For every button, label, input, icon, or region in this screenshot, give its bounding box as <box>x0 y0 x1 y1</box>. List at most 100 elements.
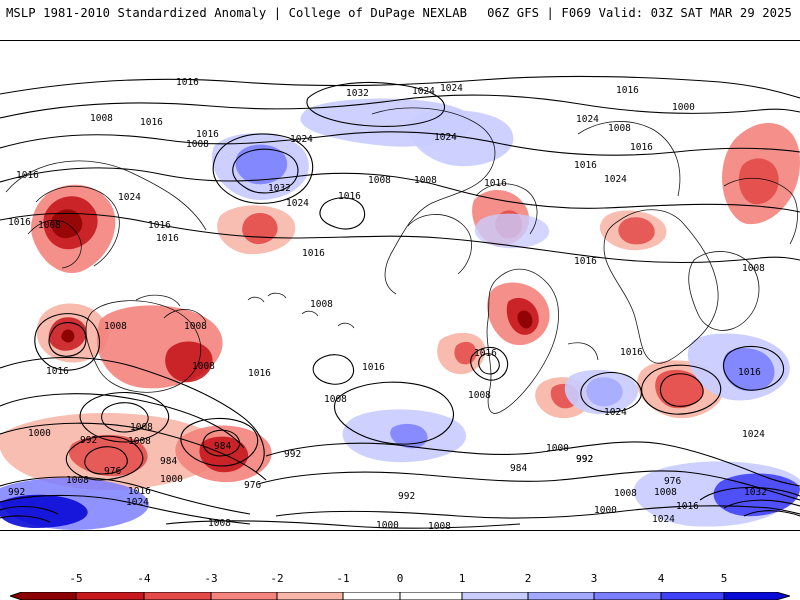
isobar <box>180 417 259 467</box>
coastline <box>723 177 798 245</box>
contour-label: 1024 <box>604 174 627 185</box>
isobar <box>34 313 100 371</box>
legend-label: -1 <box>336 572 350 585</box>
contour-label: 1008 <box>192 361 215 372</box>
legend-label: 1 <box>458 572 466 585</box>
contour-label: 1024 <box>290 134 313 145</box>
anomaly-fill <box>517 310 533 329</box>
contour-label: 1008 <box>66 475 89 486</box>
coastline <box>301 310 319 317</box>
contour-label: 1016 <box>338 191 361 202</box>
map-panel: 1016 1032 1024 1016 1008 1016 1016 1008 … <box>0 70 800 530</box>
legend-color-segment <box>343 592 400 600</box>
contour-label: 1008 <box>614 488 637 499</box>
coastlines <box>5 107 798 414</box>
map-svg: 1016 1032 1024 1016 1008 1016 1016 1008 … <box>0 70 800 530</box>
contour-label: 1016 <box>248 368 271 379</box>
contour-label: 1024 <box>412 86 435 97</box>
contour-label: 1008 <box>608 123 631 134</box>
isobar <box>312 354 354 385</box>
anomaly-fills <box>0 98 800 530</box>
isobar <box>319 197 366 230</box>
anomaly-fill <box>618 217 655 245</box>
anomaly-fill <box>713 473 800 517</box>
contour-label: 976 <box>244 480 261 491</box>
isobar <box>0 356 265 473</box>
anomaly-fill <box>586 377 623 407</box>
contour-label: 1016 <box>474 348 497 359</box>
contour-label: 1016 <box>630 142 653 153</box>
isobar <box>0 505 59 515</box>
isobar <box>65 435 144 481</box>
coastline <box>27 219 82 269</box>
isobar <box>257 470 800 501</box>
coastline <box>337 322 355 329</box>
isobar <box>48 322 87 357</box>
legend-label: -3 <box>204 572 218 585</box>
isobar <box>0 515 51 523</box>
contour-label: 1024 <box>118 192 141 203</box>
contour-label: 1008 <box>414 175 437 186</box>
legend-color-segment <box>724 592 790 600</box>
contour-label: 992 <box>284 449 301 460</box>
legend-color-segment <box>661 592 724 600</box>
anomaly-fill <box>474 213 550 249</box>
model-run-info: 06Z GFS | F069 Valid: 03Z SAT MAR 29 202… <box>487 6 792 20</box>
legend-tick-lines <box>75 592 725 600</box>
anomaly-fill <box>408 110 514 167</box>
legend-color-segment <box>277 592 343 600</box>
contour-label: 1032 <box>744 487 767 498</box>
legend-label: 2 <box>524 572 532 585</box>
isobar <box>202 429 240 457</box>
legend-bar <box>10 592 790 600</box>
coastline <box>85 300 202 393</box>
isobar <box>84 446 128 475</box>
contour-label: 1024 <box>742 429 765 440</box>
coastline <box>5 160 207 231</box>
legend-label: 0 <box>396 572 404 585</box>
contour-label: 1016 <box>148 220 171 231</box>
contour-label: 984 <box>160 456 177 467</box>
anomaly-fill <box>68 434 148 477</box>
isobar <box>699 486 800 501</box>
contour-label: 1008 <box>38 220 61 231</box>
contour-label: 1024 <box>434 132 457 143</box>
contour-label: 992 <box>80 435 97 446</box>
contour-label: 1008 <box>654 487 677 498</box>
legend-color-segment <box>76 592 144 600</box>
isobar <box>641 364 722 415</box>
legend-color-segment <box>528 592 594 600</box>
anomaly-fill <box>0 494 88 528</box>
contour-label: 984 <box>214 441 231 452</box>
contour-label: 984 <box>510 463 527 474</box>
contour-label: 1016 <box>140 117 163 128</box>
contour-label: 1016 <box>620 347 643 358</box>
contour-label: 1016 <box>574 256 597 267</box>
contour-label: 1008 <box>368 175 391 186</box>
contour-label: 1016 <box>362 362 385 373</box>
anomaly-fill <box>738 158 779 205</box>
contour-label: 992 <box>576 454 593 465</box>
contour-label: 1000 <box>28 428 51 439</box>
contour-label: 992 <box>576 454 593 465</box>
contour-label: 1016 <box>8 217 31 228</box>
contour-label: 1016 <box>574 160 597 171</box>
contour-label: 1024 <box>286 198 309 209</box>
contour-label: 1008 <box>130 422 153 433</box>
contour-label: 976 <box>664 476 681 487</box>
contour-label: 1024 <box>604 407 627 418</box>
isobar <box>0 75 800 99</box>
anomaly-fill <box>655 369 704 409</box>
contour-label: 1008 <box>90 113 113 124</box>
isobar <box>743 510 800 517</box>
contour-label: 1024 <box>652 514 675 525</box>
legend-label: 3 <box>590 572 598 585</box>
isobar <box>659 373 704 407</box>
coastline <box>567 342 599 361</box>
contour-label: 1008 <box>742 263 765 274</box>
isobar <box>0 94 800 119</box>
contour-label: 1000 <box>376 520 399 530</box>
isobar <box>232 148 299 194</box>
legend-label: -2 <box>270 572 284 585</box>
isobar <box>333 381 454 445</box>
